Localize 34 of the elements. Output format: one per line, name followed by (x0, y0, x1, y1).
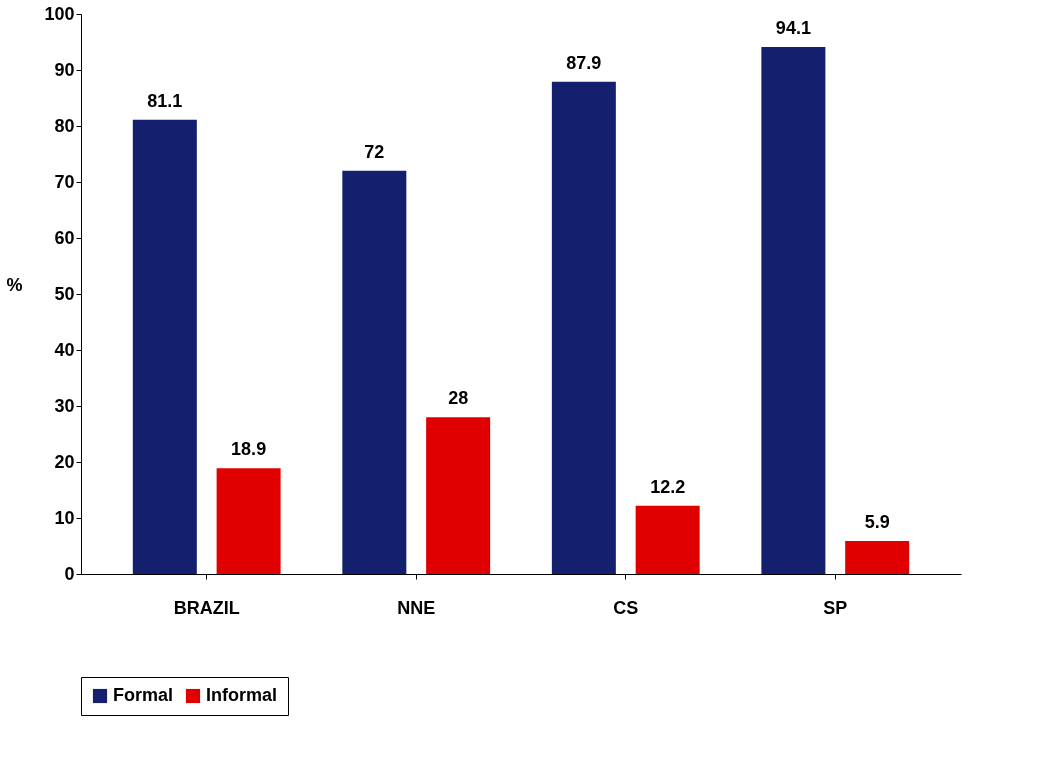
y-tick-label: 40 (54, 339, 75, 360)
y-tick-label: 20 (54, 451, 75, 472)
legend-label: Formal (113, 685, 174, 705)
y-tick-label: 0 (64, 563, 75, 584)
data-label: 12.2 (650, 476, 686, 497)
y-tick-label: 100 (44, 3, 75, 24)
data-label: 94.1 (775, 18, 811, 39)
bar (845, 540, 910, 574)
data-label: 72 (364, 141, 385, 162)
x-tick-label: CS (613, 597, 639, 618)
data-label: 18.9 (231, 439, 267, 460)
x-tick-label: SP (823, 597, 848, 618)
y-axis-title: % (6, 274, 23, 295)
y-tick-label: 70 (54, 171, 75, 192)
bar (551, 81, 616, 574)
data-label: 28 (448, 388, 469, 409)
y-tick-label: 30 (54, 395, 75, 416)
legend-label: Informal (206, 685, 278, 705)
bar (342, 170, 407, 574)
data-label: 81.1 (147, 90, 183, 111)
y-tick-label: 60 (54, 227, 75, 248)
y-tick-label: 80 (54, 115, 75, 136)
bar (761, 47, 826, 574)
y-tick-label: 90 (54, 59, 75, 80)
data-label: 5.9 (864, 511, 890, 532)
x-tick-label: NNE (397, 597, 436, 618)
y-tick-label: 10 (54, 507, 75, 528)
y-tick-label: 50 (54, 283, 75, 304)
bar (635, 505, 700, 574)
bar (426, 417, 491, 574)
bar (132, 119, 197, 574)
x-tick-label: BRAZIL (173, 597, 240, 618)
bar (216, 468, 281, 574)
data-label: 87.9 (566, 52, 602, 73)
